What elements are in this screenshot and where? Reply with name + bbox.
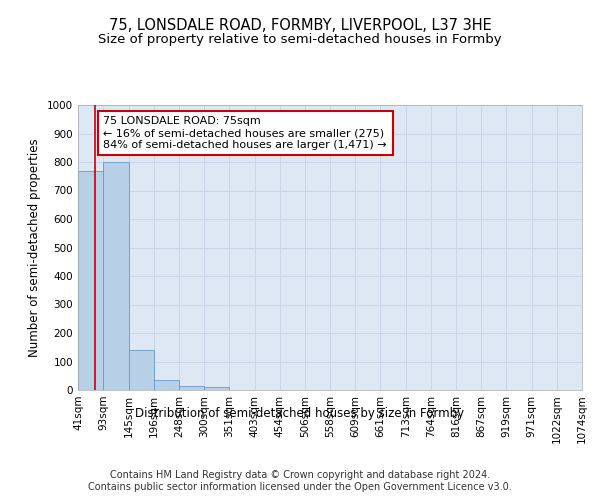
Text: Contains HM Land Registry data © Crown copyright and database right 2024.
Contai: Contains HM Land Registry data © Crown c… xyxy=(88,470,512,492)
Bar xyxy=(205,387,229,390)
Text: 75 LONSDALE ROAD: 75sqm
← 16% of semi-detached houses are smaller (275)
84% of s: 75 LONSDALE ROAD: 75sqm ← 16% of semi-de… xyxy=(103,116,387,150)
Bar xyxy=(103,162,129,390)
Y-axis label: Number of semi-detached properties: Number of semi-detached properties xyxy=(28,138,41,357)
Text: Distribution of semi-detached houses by size in Formby: Distribution of semi-detached houses by … xyxy=(136,408,464,420)
Bar xyxy=(78,170,103,390)
Text: 75, LONSDALE ROAD, FORMBY, LIVERPOOL, L37 3HE: 75, LONSDALE ROAD, FORMBY, LIVERPOOL, L3… xyxy=(109,18,491,32)
Bar xyxy=(154,380,179,390)
Text: Size of property relative to semi-detached houses in Formby: Size of property relative to semi-detach… xyxy=(98,32,502,46)
Bar xyxy=(179,386,205,390)
Bar xyxy=(129,350,154,390)
